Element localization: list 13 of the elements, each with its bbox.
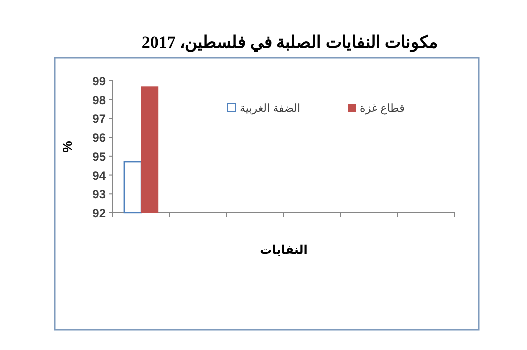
y-tick-label: 95 — [92, 150, 106, 164]
y-tick-label: 99 — [92, 74, 106, 88]
chart-title: مكونات النفايات الصلبة في فلسطين، 2017 — [142, 33, 438, 53]
y-tick-label: 96 — [92, 131, 106, 146]
y-tick-label: 92 — [92, 206, 106, 220]
legend-label: الضفة الغربية — [240, 103, 301, 115]
y-tick-label: 98 — [92, 93, 106, 108]
y-axis-title: % — [60, 140, 75, 153]
x-axis-title: النفايات — [260, 243, 308, 257]
y-tick-label: 94 — [92, 168, 106, 183]
legend-label: قطاع غزة — [360, 103, 405, 115]
y-tick-label: 97 — [92, 112, 106, 126]
y-tick-label: 93 — [92, 188, 106, 202]
